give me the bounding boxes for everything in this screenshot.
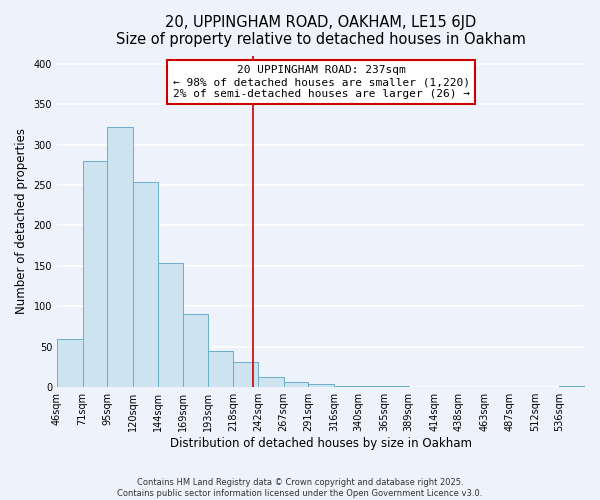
Text: 20 UPPINGHAM ROAD: 237sqm
← 98% of detached houses are smaller (1,220)
2% of sem: 20 UPPINGHAM ROAD: 237sqm ← 98% of detac… (173, 66, 470, 98)
Bar (208, 351, 233, 387)
Bar (107, 126, 133, 387)
Bar (384, 386, 409, 387)
Bar (284, 382, 308, 387)
Bar (133, 182, 158, 387)
Bar (258, 376, 284, 387)
Bar (57, 338, 83, 387)
Bar (358, 386, 384, 387)
Bar (83, 160, 107, 387)
Text: Contains HM Land Registry data © Crown copyright and database right 2025.
Contai: Contains HM Land Registry data © Crown c… (118, 478, 482, 498)
Bar (158, 264, 183, 387)
Bar (334, 386, 358, 387)
Title: 20, UPPINGHAM ROAD, OAKHAM, LE15 6JD
Size of property relative to detached house: 20, UPPINGHAM ROAD, OAKHAM, LE15 6JD Siz… (116, 15, 526, 48)
Bar (308, 384, 334, 387)
Bar (233, 362, 258, 387)
Bar (559, 386, 585, 387)
Bar (183, 314, 208, 387)
X-axis label: Distribution of detached houses by size in Oakham: Distribution of detached houses by size … (170, 437, 472, 450)
Y-axis label: Number of detached properties: Number of detached properties (15, 128, 28, 314)
